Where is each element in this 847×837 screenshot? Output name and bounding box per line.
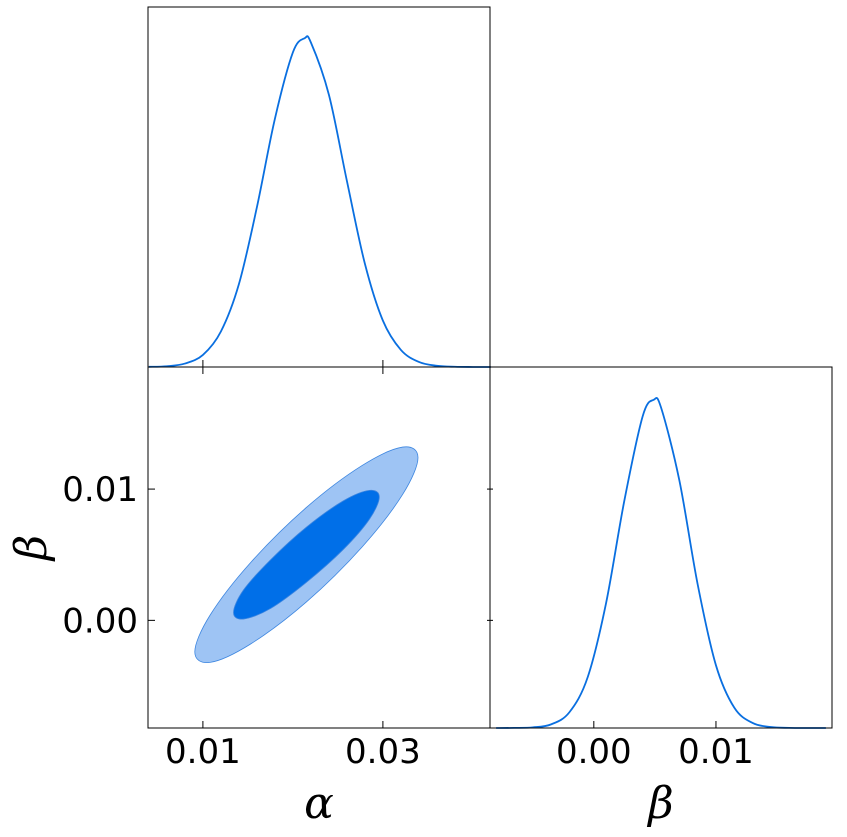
density-line — [496, 397, 826, 729]
contour — [233, 489, 380, 620]
y-tick-label: 0.01 — [62, 470, 138, 510]
x-tick-label: 0.03 — [345, 732, 421, 772]
x-tick-label: 0.01 — [165, 732, 241, 772]
panel-frame — [489, 366, 833, 729]
x-axis-label: β — [646, 778, 673, 829]
x-tick-label: 0.01 — [678, 732, 754, 772]
y-axis-label: β — [6, 535, 57, 562]
x-axis-label: α — [304, 778, 334, 829]
x-tick-label: 0.00 — [556, 732, 632, 772]
density-line — [148, 35, 491, 368]
y-tick-label: 0.00 — [62, 601, 138, 641]
